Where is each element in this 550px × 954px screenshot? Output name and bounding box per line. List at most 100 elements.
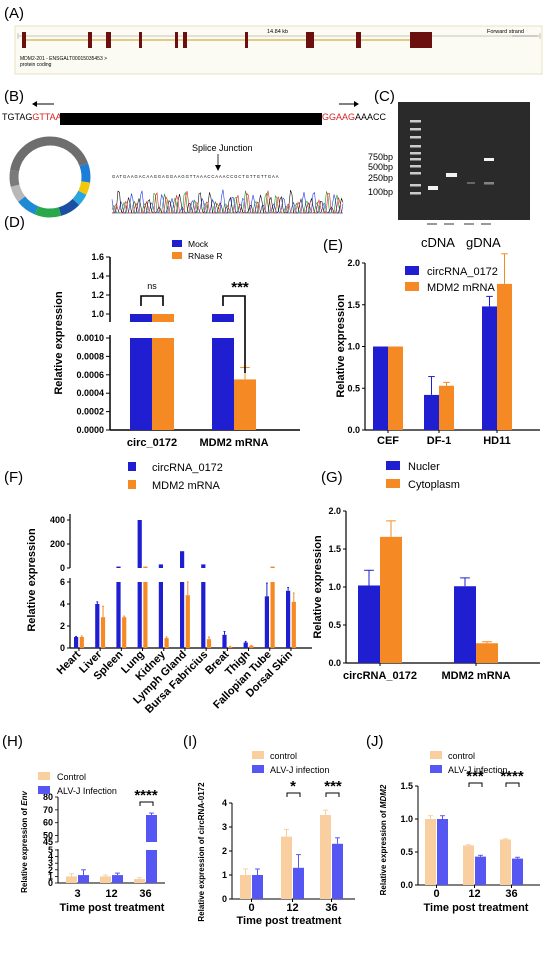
bar-rnase-r-lower [152, 338, 174, 430]
svg-text:GGAAGAAACC: GGAAGAAACC [322, 112, 387, 122]
ladder-label-250: 250bp [368, 173, 393, 183]
chart-f: 400 200 0 6 4 2 0 Relative expression circRNA_01… [26, 462, 312, 716]
exon-blocks [22, 32, 432, 48]
ring-segment-2 [79, 163, 91, 183]
chart-e: 0.0 0.5 1.0 1.5 2.0 CEF DF-1 HD11 Relative expre… [335, 253, 540, 447]
bar-circrna_0172 [264, 596, 269, 648]
junction-diagram: TGTAGGTTAA GGAAGAAACC Splice Junction GA… [2, 101, 387, 218]
bar-alv-j-infection-lower [146, 850, 157, 883]
x-category-label: 12 [468, 888, 480, 900]
legend-swatch-mdm2 [128, 480, 136, 489]
svg-text:TGTAGGTTAA: TGTAGGTTAA [2, 112, 62, 122]
y-tick-label: 0.0004 [76, 388, 104, 398]
bar-mdm2-mrna [122, 617, 127, 648]
bar-mdm2-mrna [206, 639, 212, 648]
x-category-label: circRNA_0172 [343, 670, 417, 682]
y-tick-label: 2 [60, 621, 65, 631]
ladder-band-8 [410, 172, 421, 175]
bar-circrna_0172 [158, 564, 163, 568]
x-category-label: 12 [286, 902, 298, 914]
sample-band-5 [467, 182, 475, 184]
bar-alv-j-infection [252, 875, 263, 899]
y-tick-label: 60 [43, 818, 53, 828]
ladder-label-750: 750bp [368, 152, 393, 162]
y-tick-label: 45 [43, 837, 53, 847]
y-tick-label: 2.0 [328, 506, 341, 516]
significance-bracket-2 [325, 792, 340, 797]
legend-label-alvj: ALV-J Infection [57, 786, 117, 796]
bar-control [240, 875, 251, 899]
significance-label-2: *** [231, 279, 249, 296]
bar-circrna_0172 [180, 551, 185, 568]
legend-label-mdm2: MDM2 mRNA [152, 480, 220, 492]
legend-swatch-mdm2 [405, 282, 419, 291]
y-tick-label: 0.0010 [76, 333, 104, 343]
ring-segment-3 [78, 181, 91, 195]
bar-circrna_0172 [201, 564, 206, 568]
y-tick-label: 0.5 [328, 620, 341, 630]
ladder-band-10 [410, 192, 421, 195]
y-tick-label: 0.0002 [76, 407, 104, 417]
y-axis-label-gene: Env [20, 791, 29, 806]
x-category-label: 3 [74, 888, 80, 900]
bar-mdm2-mrna [439, 385, 454, 430]
significance-bracket-2 [505, 782, 520, 787]
significance-label-1: * [290, 778, 296, 795]
y-tick-label: 70 [43, 805, 53, 815]
bar-circrna_0172-lower [158, 582, 163, 648]
sample-band-1 [428, 186, 438, 190]
chart-d: 1.6 1.4 1.2 1.0 0.0010 0.0008 0.0006 0.0004 0.00… [53, 239, 300, 449]
strand-label: Forward strand [487, 29, 524, 35]
bar-mdm2-mrna [164, 638, 169, 648]
significance-bracket-1 [286, 792, 301, 797]
legend-label-mock: Mock [188, 239, 209, 249]
bar-mdm2-mrna [100, 617, 106, 648]
legend-swatch-control [252, 751, 264, 759]
ladder-band-2 [410, 128, 421, 131]
significance-bracket-1 [140, 295, 164, 306]
y-tick-label: 6 [60, 577, 65, 587]
bar-circrna_0172 [137, 520, 142, 568]
y-tick-label: 2.0 [347, 258, 360, 268]
x-category-label: DF-1 [427, 435, 451, 447]
y-tick-label: 200 [50, 539, 65, 549]
bar-mdm2-mrna [291, 601, 296, 648]
bar-control [281, 836, 292, 899]
panel-label-e: (E) [323, 237, 343, 254]
y-axis-label: Relative expression of circRNA-0172 [197, 782, 206, 922]
legend-swatch-circrna [128, 462, 136, 471]
y-tick-label: 0 [222, 894, 227, 904]
bar-nucler [358, 585, 380, 663]
ring-segment-4 [72, 190, 87, 206]
legend-swatch-control [38, 772, 50, 780]
y-tick-label: 2 [222, 846, 227, 856]
significance-label-1: ns [147, 281, 157, 291]
y-tick-label: 80 [43, 792, 53, 802]
legend-label-cytoplasm: Cytoplasm [408, 479, 460, 491]
bar-mdm2-mrna [79, 637, 84, 648]
y-tick-label: 0.0008 [76, 351, 104, 361]
y-axis-label: Relative expression [312, 535, 324, 639]
bar-alv-j-infection [78, 875, 89, 883]
ladder-band-9 [410, 184, 421, 187]
legend-swatch-circrna [405, 266, 419, 275]
y-axis-label-main: Relative expression of [379, 808, 388, 895]
legend-swatch-alvj [38, 786, 50, 794]
y-axis-label-main: Relative expression of [20, 806, 29, 893]
y-tick-label: 3 [48, 858, 53, 868]
y-axis-label: Relative expression [53, 291, 65, 395]
y-tick-label: 1.5 [328, 544, 341, 554]
y-tick-label: 4 [60, 599, 65, 609]
x-category-label: 12 [105, 888, 117, 900]
y-tick-label: 1 [222, 870, 227, 880]
ring-segment-5 [58, 198, 80, 216]
splice-junction-label: Splice Junction [192, 143, 253, 153]
legend-label-control: control [270, 751, 297, 761]
bar-mdm2-mrna-lower [143, 582, 148, 648]
y-tick-label: 5 [48, 845, 53, 855]
y-axis-label: Relative expression of MDM2 [379, 784, 388, 895]
bar-control [66, 876, 77, 883]
y-tick-label: 50 [43, 831, 53, 841]
y-tick-label: 1.2 [91, 290, 104, 300]
y-tick-label: 0 [48, 878, 53, 888]
